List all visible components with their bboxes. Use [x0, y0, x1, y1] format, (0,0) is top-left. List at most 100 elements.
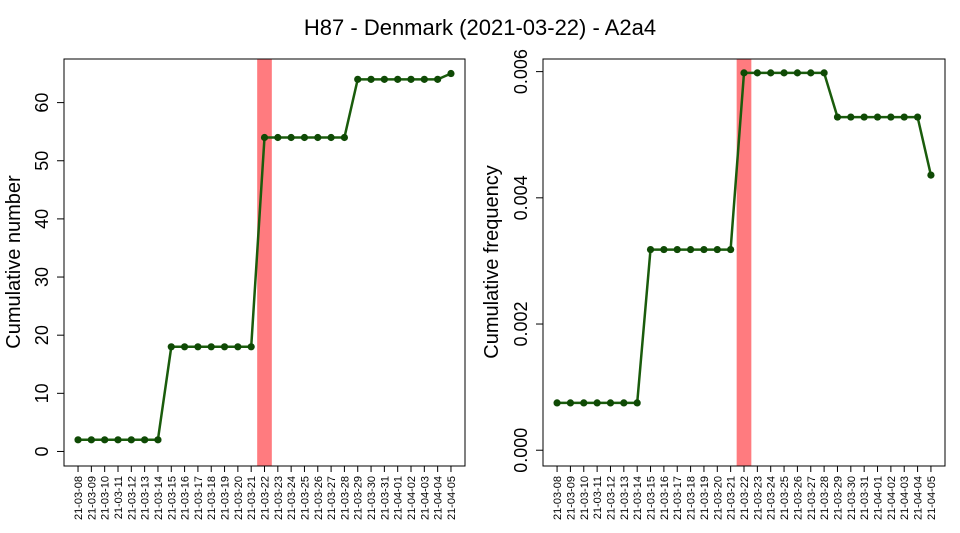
x-tick-label: 21-04-02: [886, 476, 898, 520]
y-axis-label: Cumulative frequency: [481, 165, 503, 358]
x-tick-label: 21-03-21: [246, 476, 258, 520]
x-tick-label: 21-03-29: [832, 476, 844, 520]
y-tick-label: 10: [32, 383, 52, 403]
y-tick-label: 0.000: [511, 428, 531, 473]
x-tick-label: 21-03-20: [233, 476, 245, 520]
x-tick-label: 21-04-05: [446, 476, 458, 520]
x-tick-label: 21-03-26: [313, 476, 325, 520]
x-tick-label: 21-03-08: [552, 476, 564, 520]
x-tick-label: 21-03-21: [726, 476, 738, 520]
x-tick-label: 21-03-14: [632, 476, 644, 520]
data-point: [793, 69, 802, 77]
data-point: [127, 436, 135, 444]
x-tick-label: 21-03-29: [353, 476, 365, 520]
x-tick-label: 21-03-24: [286, 476, 298, 520]
data-point: [420, 75, 428, 83]
x-tick-label: 21-03-19: [699, 476, 711, 520]
data-point: [114, 436, 122, 444]
y-tick-label: 60: [32, 93, 52, 113]
x-tick-label: 21-03-22: [260, 476, 272, 520]
x-tick-label: 21-03-17: [193, 476, 205, 520]
data-point: [753, 69, 761, 77]
x-tick-label: 21-03-10: [579, 476, 591, 520]
data-point: [646, 245, 655, 254]
y-tick-label: 0: [32, 446, 52, 456]
x-tick-label: 21-03-11: [592, 476, 604, 519]
y-tick-label: 0.004: [511, 175, 531, 220]
x-tick-label: 21-03-14: [153, 476, 165, 520]
y-tick-label: 50: [32, 151, 52, 171]
data-point: [620, 399, 628, 407]
data-point: [407, 75, 415, 83]
x-tick-label: 21-04-03: [419, 476, 431, 520]
x-tick-label: 21-03-15: [646, 476, 658, 520]
x-tick-label: 21-03-18: [686, 476, 698, 520]
data-point: [566, 399, 575, 407]
x-tick-label: 21-03-13: [619, 476, 631, 520]
y-tick-label: 30: [32, 267, 52, 287]
data-point: [807, 69, 815, 77]
data-point: [180, 343, 189, 351]
data-point: [660, 245, 668, 254]
x-tick-label: 21-03-30: [366, 476, 378, 520]
data-point: [354, 75, 362, 83]
x-tick-label: 21-03-24: [766, 476, 778, 520]
data-point: [300, 133, 309, 142]
data-point: [767, 69, 775, 77]
data-point: [340, 133, 349, 142]
data-point: [887, 113, 895, 121]
x-tick-label: 21-03-18: [206, 476, 218, 520]
chart-panel-2: 0.000 0.002 0.004 0.006 Cumulative frequency…: [481, 49, 946, 520]
data-point: [101, 436, 109, 444]
x-tick-label: 21-03-27: [806, 476, 818, 520]
x-tick-label: 21-03-13: [140, 476, 152, 520]
x-tick-label: 21-03-25: [299, 476, 311, 520]
y-axis-label: Cumulative number: [3, 175, 25, 349]
y-tick-label: 20: [32, 325, 52, 345]
data-point: [87, 436, 95, 444]
data-point: [367, 75, 375, 83]
data-point: [207, 343, 215, 351]
highlight-band: [257, 59, 272, 466]
data-point: [700, 245, 708, 254]
x-tick-label: 21-03-12: [605, 476, 617, 520]
data-point: [847, 113, 855, 121]
chart-title: H87 - Denmark (2021-03-22) - A2a4: [304, 15, 656, 40]
x-tick-label: 21-03-09: [86, 476, 98, 520]
x-tick-label: 21-03-10: [100, 476, 112, 520]
x-tick-label: 21-03-28: [339, 476, 351, 520]
data-point: [780, 69, 788, 77]
x-tick-label: 21-03-16: [659, 476, 671, 520]
data-point: [713, 245, 721, 254]
data-point: [380, 75, 388, 83]
x-tick-label: 21-03-28: [819, 476, 831, 520]
highlight-band: [736, 59, 752, 466]
data-point: [686, 245, 695, 254]
y-tick-label: 40: [32, 209, 52, 229]
x-tick-label: 21-03-27: [326, 476, 338, 520]
x-tick-label: 21-04-02: [406, 476, 418, 520]
data-point: [287, 133, 295, 142]
data-point: [593, 399, 601, 407]
data-point: [820, 69, 828, 77]
data-point: [167, 343, 175, 351]
x-tick-label: 21-03-19: [220, 476, 232, 520]
data-point: [314, 133, 322, 142]
y-tick-label: 0.002: [511, 301, 531, 346]
data-point: [860, 113, 868, 121]
data-point: [913, 113, 922, 121]
x-tick-label: 21-03-15: [166, 476, 178, 520]
data-point: [606, 399, 615, 407]
x-tick-label: 21-03-25: [779, 476, 791, 520]
x-tick-label: 21-04-04: [433, 476, 445, 520]
x-tick-label: 21-04-04: [913, 476, 925, 520]
data-point: [727, 245, 735, 254]
data-point: [927, 171, 935, 179]
data-point: [394, 75, 402, 83]
x-tick-label: 21-04-05: [926, 476, 938, 520]
data-point: [873, 113, 882, 121]
data-point: [740, 69, 748, 77]
data-point: [260, 133, 269, 142]
data-point: [833, 113, 842, 121]
